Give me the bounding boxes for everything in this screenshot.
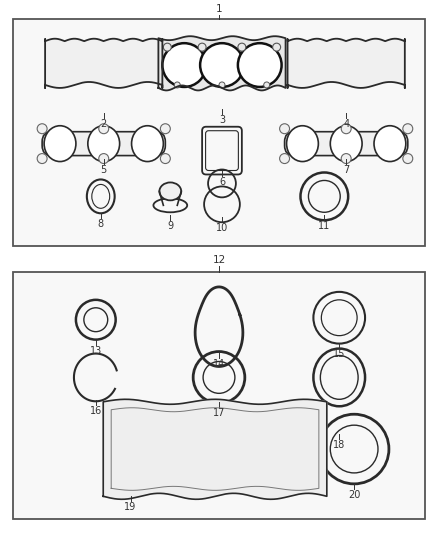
Circle shape (264, 82, 270, 88)
Text: 2: 2 (101, 119, 107, 129)
Circle shape (273, 43, 281, 51)
FancyBboxPatch shape (42, 132, 165, 156)
Ellipse shape (330, 126, 362, 161)
Polygon shape (45, 39, 162, 88)
Circle shape (279, 154, 290, 164)
Circle shape (341, 124, 351, 134)
Circle shape (238, 43, 246, 51)
Polygon shape (159, 36, 286, 91)
Ellipse shape (131, 126, 163, 161)
Text: 17: 17 (213, 408, 225, 418)
Text: 18: 18 (333, 440, 345, 450)
Circle shape (160, 124, 170, 134)
FancyBboxPatch shape (208, 444, 242, 454)
Ellipse shape (286, 126, 318, 161)
Circle shape (205, 474, 215, 484)
Circle shape (198, 43, 206, 51)
Text: 1: 1 (215, 4, 223, 14)
Ellipse shape (44, 126, 76, 161)
Text: 15: 15 (333, 349, 346, 359)
Circle shape (275, 474, 285, 484)
Circle shape (341, 154, 351, 164)
Circle shape (163, 43, 171, 51)
Text: 13: 13 (90, 345, 102, 356)
Circle shape (219, 82, 225, 88)
Text: 20: 20 (348, 490, 360, 500)
Circle shape (238, 43, 282, 87)
Circle shape (135, 474, 145, 484)
Bar (13, 19, 425, 246)
Circle shape (170, 474, 180, 484)
Text: 7: 7 (343, 165, 350, 174)
Ellipse shape (88, 126, 120, 161)
Circle shape (403, 154, 413, 164)
Text: 14: 14 (213, 359, 225, 368)
Circle shape (99, 124, 109, 134)
Circle shape (162, 43, 206, 87)
Polygon shape (103, 399, 327, 499)
Circle shape (240, 474, 250, 484)
Circle shape (160, 154, 170, 164)
Circle shape (99, 154, 109, 164)
Text: 5: 5 (101, 165, 107, 174)
Text: 3: 3 (219, 115, 225, 125)
Circle shape (403, 124, 413, 134)
Polygon shape (288, 39, 405, 88)
FancyBboxPatch shape (212, 461, 237, 469)
Text: 6: 6 (219, 177, 225, 188)
Text: 8: 8 (98, 219, 104, 229)
Bar (13, 272, 425, 519)
Text: 12: 12 (212, 255, 226, 265)
Circle shape (200, 43, 244, 87)
Text: 9: 9 (167, 221, 173, 231)
Circle shape (174, 82, 180, 88)
Circle shape (37, 124, 47, 134)
Text: 16: 16 (90, 406, 102, 416)
Text: 19: 19 (124, 502, 137, 512)
Circle shape (37, 154, 47, 164)
Text: 10: 10 (216, 223, 228, 233)
Text: 11: 11 (318, 221, 330, 231)
Circle shape (279, 124, 290, 134)
Text: 4: 4 (343, 119, 349, 129)
FancyBboxPatch shape (285, 132, 408, 156)
Ellipse shape (374, 126, 406, 161)
Ellipse shape (159, 182, 181, 200)
Circle shape (185, 429, 205, 449)
